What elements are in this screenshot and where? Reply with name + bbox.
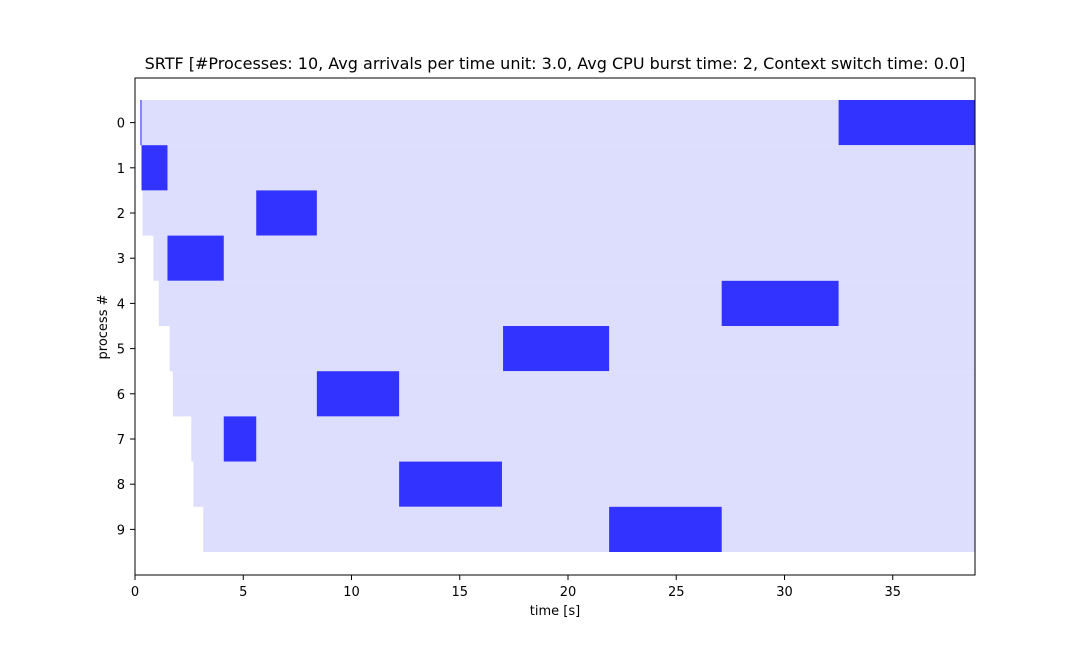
y-tick-label: 0 <box>117 117 125 132</box>
process-5-run-bar-0 <box>503 326 610 372</box>
y-tick-label: 2 <box>117 207 125 222</box>
process-1-lifetime-bar <box>141 145 975 191</box>
process-8-run-bar-0 <box>399 461 502 507</box>
y-tick-label: 3 <box>117 252 125 267</box>
y-axis-ticks: 0 1 2 3 4 5 6 7 8 9 <box>117 117 135 538</box>
x-tick-label: 10 <box>343 585 360 600</box>
x-axis-label: time [s] <box>530 604 580 619</box>
process-9-run-bar-0 <box>609 506 722 552</box>
x-tick-label: 20 <box>560 585 577 600</box>
y-axis-label: process # <box>96 295 111 360</box>
process-8-lifetime-bar <box>193 461 975 507</box>
process-0-lifetime-bar <box>140 100 976 146</box>
process-4-run-bar-0 <box>721 280 839 326</box>
y-tick-label: 1 <box>117 162 125 177</box>
process-1-run-bar-0 <box>141 145 168 191</box>
y-tick-label: 9 <box>117 523 125 538</box>
y-tick-label: 8 <box>117 478 125 493</box>
process-4-lifetime-bar <box>158 280 975 326</box>
process-3-run-bar-0 <box>167 235 224 281</box>
plot-frame <box>134 77 976 576</box>
process-7-lifetime-bar <box>191 416 975 462</box>
process-6-run-bar-0 <box>316 371 400 417</box>
chart-title: SRTF [#Processes: 10, Avg arrivals per t… <box>145 54 966 73</box>
process-9-lifetime-bar <box>203 506 976 552</box>
process-3-lifetime-bar <box>153 235 975 281</box>
x-tick-label: 0 <box>131 585 139 600</box>
process-2-run-bar-0 <box>256 190 317 236</box>
y-tick-label: 5 <box>117 343 125 358</box>
bars-layer <box>140 100 976 552</box>
process-0-run-bar-0 <box>140 100 142 146</box>
x-tick-label: 25 <box>668 585 685 600</box>
process-7-run-bar-0 <box>223 416 257 462</box>
process-6-lifetime-bar <box>172 371 975 417</box>
x-tick-label: 30 <box>776 585 793 600</box>
x-tick-label: 35 <box>884 585 901 600</box>
y-tick-label: 4 <box>117 297 125 312</box>
x-tick-label: 15 <box>451 585 468 600</box>
x-tick-label: 5 <box>239 585 247 600</box>
y-tick-label: 6 <box>117 388 125 403</box>
y-tick-label: 7 <box>117 433 125 448</box>
x-axis-ticks: 0 5 10 15 20 25 30 35 <box>131 575 901 600</box>
process-0-run-bar-1 <box>838 100 975 146</box>
